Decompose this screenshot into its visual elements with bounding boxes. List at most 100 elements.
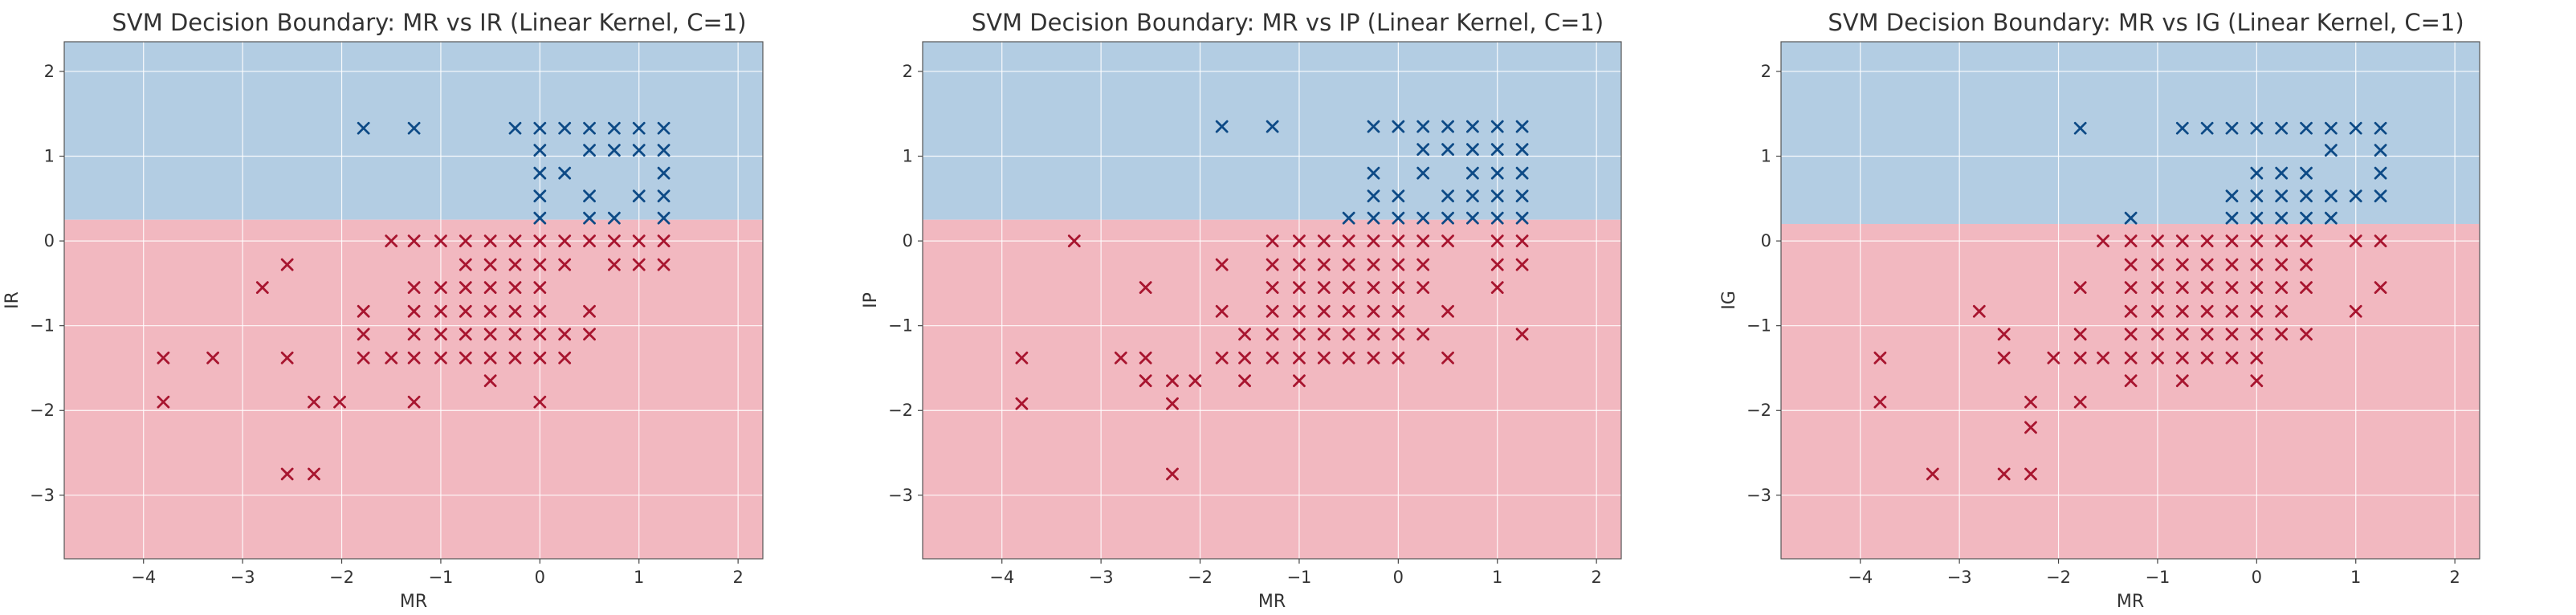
data-point-red xyxy=(1139,374,1152,388)
data-point-blue xyxy=(1515,120,1529,133)
data-point-red xyxy=(1367,281,1380,295)
series-blue-points xyxy=(357,121,670,225)
data-point-blue xyxy=(1416,166,1430,180)
data-point-blue xyxy=(508,121,522,135)
data-point-red xyxy=(280,351,294,365)
data-point-red xyxy=(1392,351,1405,365)
data-point-red xyxy=(2124,304,2138,318)
data-point-red xyxy=(1067,234,1081,247)
x-tick-label: −4 xyxy=(989,568,1014,587)
data-point-blue xyxy=(533,144,547,157)
data-point-blue xyxy=(2200,121,2214,135)
data-point-red xyxy=(1997,351,2011,365)
data-point-red xyxy=(357,351,370,365)
x-tick-label: −1 xyxy=(1286,568,1311,587)
data-point-red xyxy=(1515,328,1529,341)
data-point-red xyxy=(483,304,497,318)
decision-region-upper xyxy=(64,42,763,220)
data-point-red xyxy=(558,351,572,365)
data-point-red xyxy=(434,304,447,318)
decision-region-upper xyxy=(1781,42,2480,224)
y-tick-label: −3 xyxy=(30,486,55,505)
data-point-blue xyxy=(407,121,421,135)
data-point-blue xyxy=(533,166,547,180)
data-point-blue xyxy=(657,144,670,157)
data-point-red xyxy=(483,234,497,247)
data-point-red xyxy=(2175,351,2189,365)
chart-title: SVM Decision Boundary: MR vs IG (Linear … xyxy=(1828,9,2464,36)
data-point-red xyxy=(1416,234,1430,247)
data-point-red xyxy=(533,258,547,271)
decision-region-lower xyxy=(64,219,763,559)
data-point-blue xyxy=(2374,189,2387,203)
data-point-red xyxy=(407,281,421,295)
data-point-blue xyxy=(1490,211,1504,225)
data-point-red xyxy=(255,281,269,295)
data-point-red xyxy=(2225,304,2239,318)
data-point-blue xyxy=(657,189,670,203)
data-point-red xyxy=(632,258,646,271)
data-point-red xyxy=(1997,467,2011,481)
y-tick-label: 0 xyxy=(903,231,913,250)
plot-frame xyxy=(1780,41,2480,560)
data-point-blue xyxy=(657,121,670,135)
scatter-chart-mr-vs-ig: SVM Decision Boundary: MR vs IG (Linear … xyxy=(1719,9,2480,612)
x-axis-label: MR xyxy=(2117,592,2144,612)
data-point-red xyxy=(508,328,522,341)
data-point-red xyxy=(385,351,398,365)
data-point-red xyxy=(2200,258,2214,271)
data-point-red xyxy=(2300,234,2313,247)
data-point-blue xyxy=(2250,121,2264,135)
data-point-red xyxy=(434,234,447,247)
y-tick-label: −3 xyxy=(888,486,913,505)
data-point-red xyxy=(407,351,421,365)
y-tick-label: 2 xyxy=(1761,62,1771,81)
data-point-red xyxy=(483,374,497,388)
data-point-blue xyxy=(1465,120,1479,133)
data-point-red xyxy=(2175,374,2189,388)
x-tick-label: −3 xyxy=(1089,568,1114,587)
data-point-blue xyxy=(2374,144,2387,157)
data-point-blue xyxy=(2349,121,2362,135)
data-point-red xyxy=(483,351,497,365)
y-tick-label: 2 xyxy=(44,62,55,81)
data-point-red xyxy=(1317,281,1331,295)
data-point-red xyxy=(1166,397,1179,410)
data-point-blue xyxy=(1367,166,1380,180)
data-point-red xyxy=(2124,374,2138,388)
data-point-red xyxy=(459,281,472,295)
data-point-red xyxy=(1392,281,1405,295)
data-point-red xyxy=(2024,395,2037,409)
data-point-red xyxy=(2073,328,2087,341)
data-point-red xyxy=(2250,374,2264,388)
data-point-red xyxy=(2175,258,2189,271)
data-point-blue xyxy=(2324,189,2338,203)
data-point-red xyxy=(2151,258,2164,271)
data-point-red xyxy=(2250,281,2264,295)
data-point-blue xyxy=(2324,144,2338,157)
chart-panel-2: SVM Decision Boundary: MR vs IP (Linear … xyxy=(858,0,1717,615)
data-point-red xyxy=(1215,258,1229,271)
data-point-red xyxy=(459,304,472,318)
data-point-red xyxy=(1515,234,1529,247)
data-point-red xyxy=(1392,234,1405,247)
data-point-red xyxy=(1293,281,1306,295)
data-point-red xyxy=(2151,328,2164,341)
data-point-red xyxy=(2151,304,2164,318)
data-point-red xyxy=(1266,281,1279,295)
data-point-blue xyxy=(1515,189,1529,203)
data-point-blue xyxy=(1416,211,1430,225)
data-point-red xyxy=(2300,328,2313,341)
data-point-blue xyxy=(2275,211,2289,225)
data-point-blue xyxy=(632,144,646,157)
data-point-blue xyxy=(583,121,596,135)
data-point-red xyxy=(2225,328,2239,341)
data-point-red xyxy=(459,234,472,247)
data-point-red xyxy=(2250,351,2264,365)
data-point-red xyxy=(1317,328,1331,341)
data-point-red xyxy=(1139,351,1152,365)
data-point-red xyxy=(1139,281,1152,295)
data-point-blue xyxy=(1465,143,1479,156)
data-point-blue xyxy=(1465,166,1479,180)
plot-frame xyxy=(922,41,1622,560)
